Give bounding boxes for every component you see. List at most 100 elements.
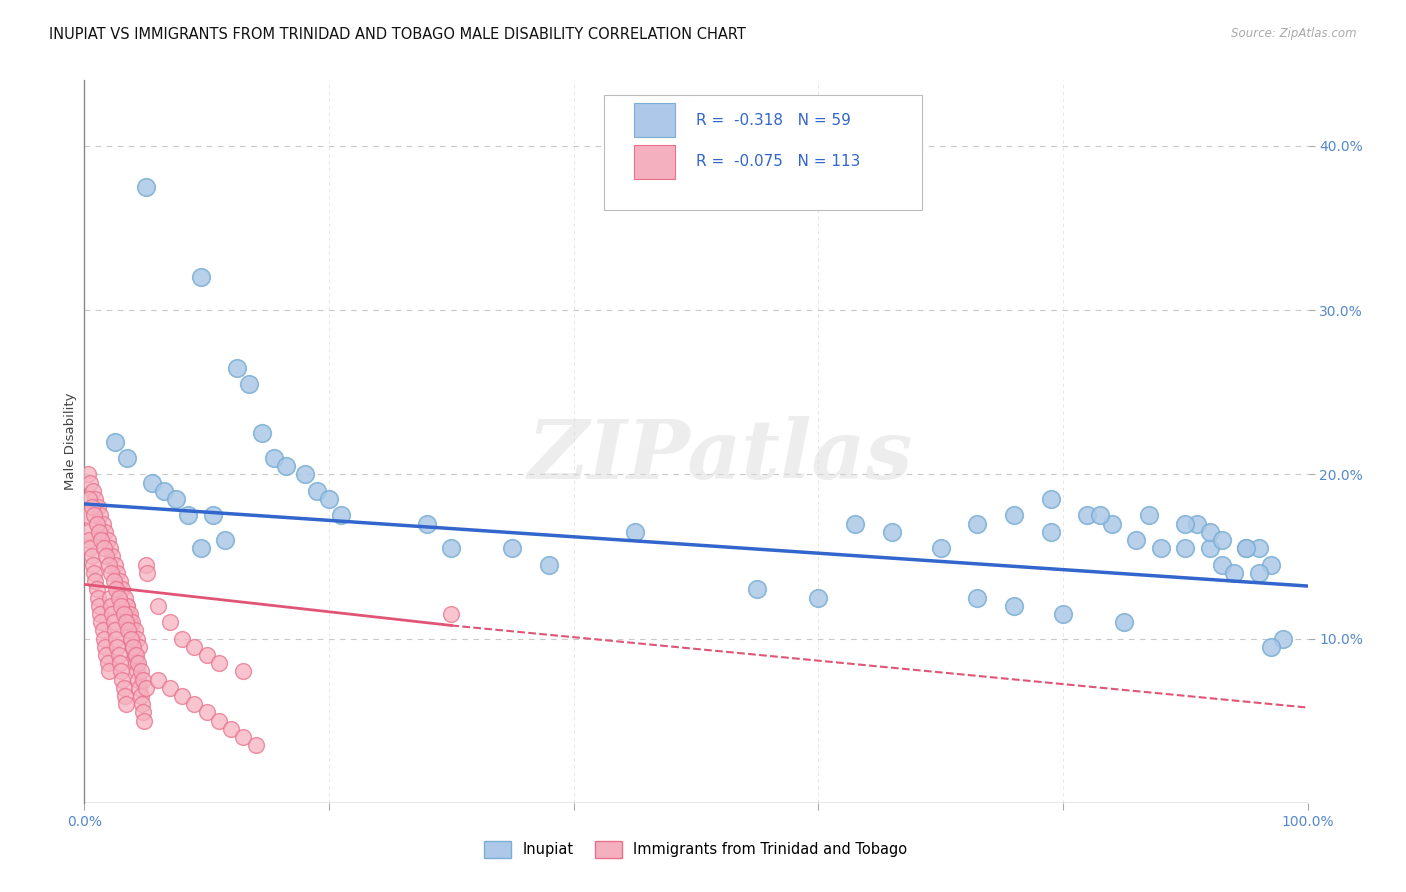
Y-axis label: Male Disability: Male Disability (65, 392, 77, 491)
Point (238, 377, 260, 392)
Point (125, 632, 148, 646)
Point (79, 541, 101, 556)
Point (232, 665, 254, 679)
Point (122, 640, 145, 654)
Point (90, 615, 112, 630)
Point (124, 648, 146, 662)
Point (624, 524, 647, 539)
Point (131, 698, 153, 712)
Point (1260, 640, 1282, 654)
Legend: Inupiat, Immigrants from Trinidad and Tobago: Inupiat, Immigrants from Trinidad and To… (478, 835, 914, 864)
Point (124, 624, 146, 638)
Point (97, 533, 120, 547)
Point (250, 426, 273, 441)
Point (330, 508, 353, 523)
Point (108, 574, 131, 588)
Point (104, 434, 127, 449)
Point (183, 698, 205, 712)
Point (100, 566, 122, 580)
Point (1052, 607, 1074, 621)
Point (98, 541, 121, 556)
Point (80, 549, 103, 564)
Point (172, 689, 194, 703)
Point (107, 648, 129, 662)
Point (201, 508, 224, 523)
Point (146, 673, 169, 687)
Point (98, 591, 121, 605)
Point (87, 599, 110, 613)
Point (117, 607, 139, 621)
Point (100, 599, 122, 613)
Point (190, 270, 212, 285)
Point (115, 615, 138, 630)
Point (416, 516, 439, 531)
Point (86, 516, 108, 531)
Point (1247, 541, 1270, 556)
Point (101, 549, 124, 564)
Point (105, 566, 128, 580)
Point (111, 582, 134, 597)
Point (1174, 516, 1197, 531)
Point (114, 591, 136, 605)
Point (77, 533, 100, 547)
Point (93, 632, 115, 646)
Point (89, 607, 111, 621)
Text: INUPIAT VS IMMIGRANTS FROM TRINIDAD AND TOBAGO MALE DISABILITY CORRELATION CHART: INUPIAT VS IMMIGRANTS FROM TRINIDAD AND … (49, 27, 747, 42)
Text: R =  -0.318   N = 59: R = -0.318 N = 59 (696, 113, 851, 128)
Point (1039, 491, 1062, 506)
Point (115, 450, 138, 465)
Point (87, 500, 110, 515)
Point (1236, 541, 1258, 556)
Point (190, 541, 212, 556)
Point (105, 640, 128, 654)
Point (76, 508, 98, 523)
Point (82, 483, 104, 498)
Point (219, 722, 242, 736)
Point (1272, 632, 1295, 646)
Point (208, 657, 231, 671)
Point (1125, 533, 1147, 547)
Point (1114, 615, 1136, 630)
Point (101, 607, 124, 621)
Point (208, 714, 231, 728)
Point (96, 549, 118, 564)
Point (1211, 533, 1233, 547)
Point (115, 698, 138, 712)
Point (118, 607, 141, 621)
Point (97, 558, 120, 572)
Point (135, 558, 157, 572)
Point (1247, 566, 1270, 580)
Point (1223, 566, 1246, 580)
Point (121, 632, 143, 646)
Point (502, 541, 524, 556)
Point (263, 450, 285, 465)
Point (83, 508, 105, 523)
Point (214, 533, 236, 547)
Point (112, 607, 135, 621)
Point (1198, 541, 1220, 556)
Point (82, 558, 104, 572)
Point (195, 706, 218, 720)
Point (125, 657, 148, 671)
Point (844, 516, 866, 531)
Point (111, 673, 134, 687)
Point (807, 591, 830, 605)
Point (97, 665, 120, 679)
Point (108, 657, 131, 671)
FancyBboxPatch shape (634, 145, 675, 178)
Point (132, 673, 155, 687)
Point (86, 582, 108, 597)
Point (134, 714, 156, 728)
Point (125, 665, 148, 679)
Point (128, 640, 150, 654)
Text: R =  -0.075   N = 113: R = -0.075 N = 113 (696, 154, 860, 169)
Point (122, 640, 145, 654)
Point (1174, 541, 1197, 556)
Point (120, 632, 142, 646)
Point (183, 640, 205, 654)
Point (104, 558, 127, 572)
Point (1088, 508, 1111, 523)
Point (1101, 516, 1123, 531)
Point (77, 524, 100, 539)
Point (135, 180, 157, 194)
